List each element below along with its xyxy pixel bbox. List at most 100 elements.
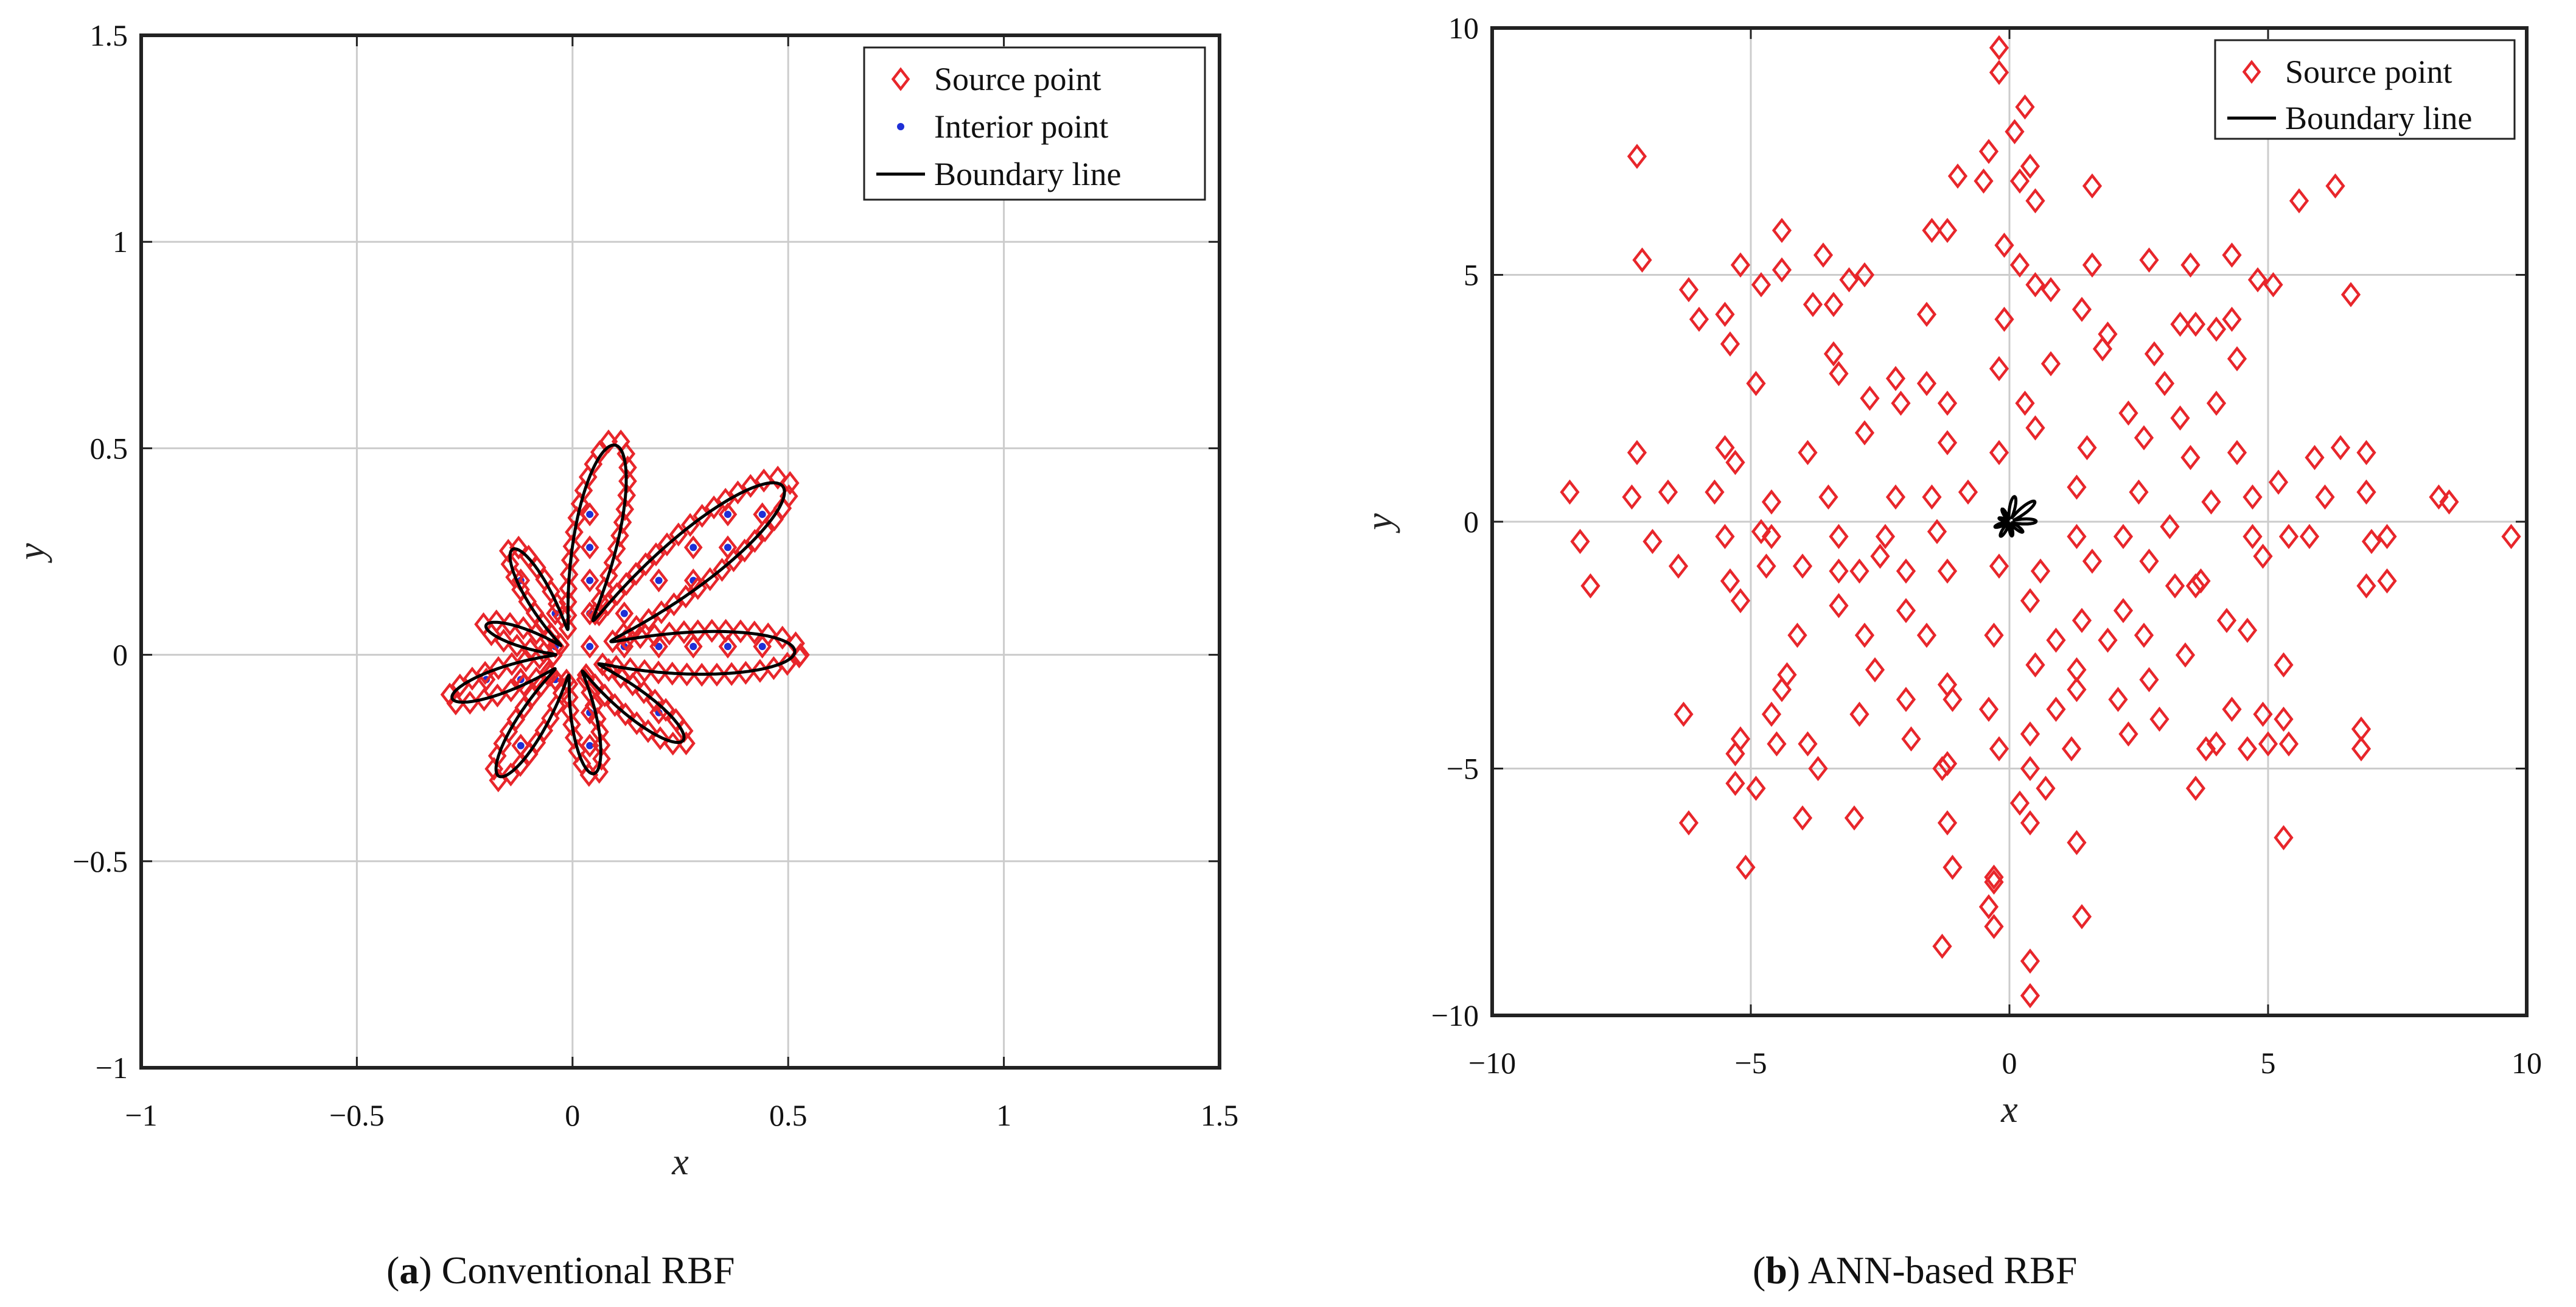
b-source-point: [1813, 242, 1834, 268]
a-xtick-label: −1: [125, 1098, 157, 1132]
a-interior-point: [689, 643, 697, 651]
a-source-point-grid: [718, 634, 738, 659]
a-source-point: [674, 620, 694, 645]
b-source-point: [2072, 904, 2092, 930]
a-source-point-grid: [718, 502, 738, 527]
a-source-point: [707, 662, 727, 687]
a-source-point: [511, 752, 530, 777]
b-boundary-line: [1993, 495, 2038, 538]
b-source-point: [1751, 272, 1771, 298]
a-source-point-grid: [580, 535, 599, 559]
b-source-point: [2206, 390, 2227, 416]
b-source-point: [1777, 662, 1797, 688]
b-source-point: [2009, 252, 2030, 278]
a-source-point: [645, 623, 664, 648]
a-source-point: [607, 654, 626, 679]
b-source-point: [1932, 933, 1952, 959]
a-source-point: [523, 684, 542, 709]
b-source-point: [2429, 484, 2449, 510]
a-xtick-label: 1.5: [1201, 1098, 1239, 1132]
b-source-point: [2040, 351, 2061, 377]
a-source-point: [613, 510, 632, 534]
a-legend-source-marker: [891, 67, 910, 91]
a-source-point: [778, 651, 797, 676]
a-plot-frame: [139, 33, 1221, 1070]
b-source-point: [1678, 810, 1699, 836]
a-source-point: [590, 760, 609, 784]
caption-b-open: (: [1753, 1249, 1766, 1292]
b-source-point: [2149, 706, 2169, 732]
caption-a-letter: a: [399, 1249, 419, 1292]
b-source-point: [1823, 341, 1844, 366]
b-ytick-label: 0: [1464, 505, 1479, 539]
b-source-point: [1715, 435, 1735, 461]
b-source-point: [2206, 317, 2227, 342]
b-source-point: [1916, 622, 1937, 648]
b-source-point: [2325, 173, 2345, 199]
b-source-point: [1958, 479, 1978, 505]
b-source-point: [2501, 524, 2521, 549]
b-source-point: [2289, 188, 2309, 214]
b-source-point: [2139, 247, 2159, 273]
b-source-point: [1622, 484, 1642, 510]
b-legend-label: Boundary line: [2285, 100, 2472, 136]
a-source-point: [731, 619, 750, 643]
b-source-point: [2025, 415, 2045, 441]
a-source-point-grid: [649, 568, 668, 593]
b-source-point: [2253, 544, 2273, 569]
b-source-point: [1937, 430, 1958, 455]
b-source-point: [2067, 677, 2087, 703]
b-source-point: [2082, 173, 2103, 199]
a-interior-point: [724, 510, 731, 518]
a-ytick-label: −1: [96, 1051, 128, 1085]
a-y-axis-label: y: [11, 543, 52, 564]
b-source-point: [2020, 755, 2040, 782]
a-source-point: [502, 652, 522, 676]
b-source-point: [2154, 371, 2175, 396]
a-source-point: [514, 695, 534, 720]
a-source-point: [501, 762, 520, 787]
b-source-point: [1974, 168, 1994, 194]
b-source-point: [2268, 469, 2289, 495]
b-source-point: [1761, 701, 1782, 727]
b-source-point: [2113, 524, 2134, 549]
a-interior-point: [689, 544, 697, 552]
a-ytick-label: 0.5: [90, 431, 128, 465]
b-source-point: [1860, 385, 1880, 411]
b-source-point: [1994, 306, 2014, 332]
a-source-point: [617, 483, 637, 508]
b-source-point: [1829, 361, 1849, 387]
b-source-point: [1720, 331, 1740, 357]
b-source-point: [2175, 642, 2196, 668]
b-source-point: [1891, 390, 1911, 416]
b-source-point: [1885, 484, 1906, 510]
b-source-point: [1705, 479, 1725, 505]
b-source-point: [2020, 153, 2040, 179]
b-source-point: [2439, 489, 2459, 515]
b-source-point: [1627, 440, 1647, 466]
b-source-point: [1771, 257, 1792, 283]
b-source-point: [1916, 371, 1937, 396]
a-source-point: [755, 518, 775, 542]
b-ytick-label: −5: [1447, 752, 1479, 786]
b-source-point: [2020, 810, 2040, 836]
b-source-point: [2092, 336, 2113, 362]
a-source-point: [677, 731, 696, 755]
b-source-point: [1885, 366, 1906, 391]
a-source-point-grid: [580, 634, 599, 659]
b-source-point: [1798, 731, 1818, 757]
a-interior-point: [586, 510, 594, 518]
a-legend-label: Source point: [934, 61, 1101, 97]
b-source-point: [2196, 736, 2216, 762]
a-source-point: [745, 620, 764, 645]
b-source-point: [2361, 528, 2382, 555]
b-source-point: [1984, 622, 2004, 648]
a-legend-label: Interior point: [934, 108, 1108, 145]
b-source-point: [2046, 696, 2066, 722]
a-xtick-label: −0.5: [329, 1098, 385, 1132]
b-source-point: [1674, 701, 1694, 727]
b-legend-source-marker: [2242, 60, 2261, 84]
caption-a-open: (: [386, 1249, 400, 1292]
b-source-point: [2015, 390, 2035, 416]
